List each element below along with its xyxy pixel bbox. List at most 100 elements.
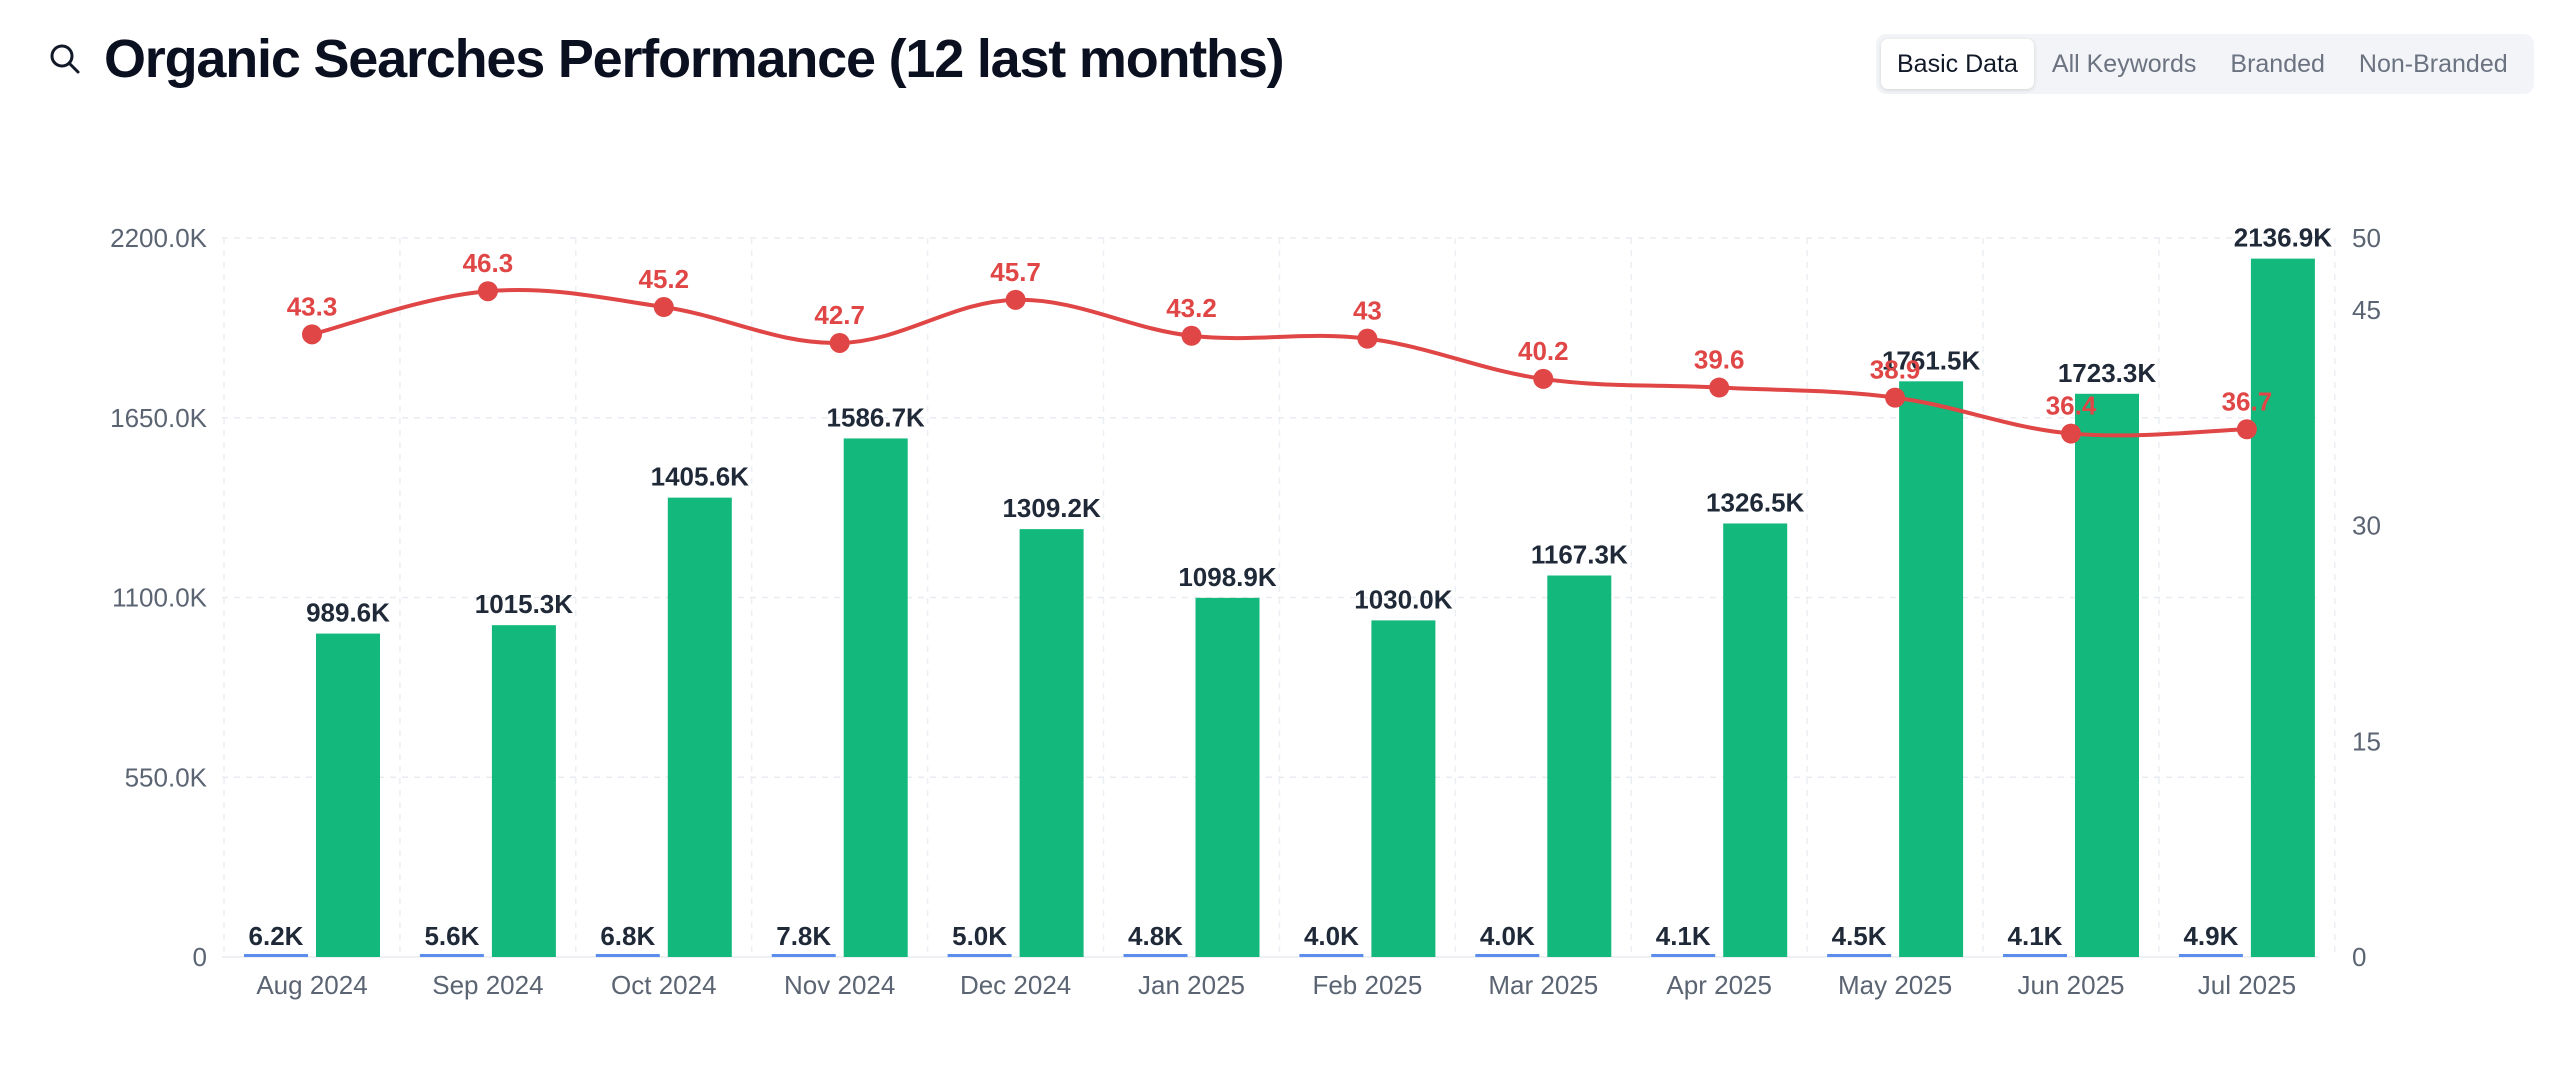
line-point xyxy=(302,324,322,345)
y-left-tick-label: 2200.0K xyxy=(110,223,208,253)
bar-primary xyxy=(667,497,732,957)
bar-secondary xyxy=(1651,954,1716,957)
line-point-label: 45.2 xyxy=(638,264,689,294)
view-tabs: Basic Data All Keywords Branded Non-Bran… xyxy=(1876,34,2534,94)
line-point xyxy=(1885,387,1906,408)
bar-secondary xyxy=(2003,954,2067,957)
line-point xyxy=(2236,419,2257,440)
line-point-label: 46.3 xyxy=(463,248,514,278)
x-tick-label: Aug 2024 xyxy=(256,970,367,1000)
bar-secondary-label: 6.8K xyxy=(600,921,655,951)
tab-non-branded[interactable]: Non-Branded xyxy=(2358,49,2508,78)
bar-secondary-label: 7.8K xyxy=(776,921,831,951)
bar-primary-label: 1030.0K xyxy=(1354,584,1453,614)
line-point-label: 45.7 xyxy=(990,257,1041,287)
bar-primary xyxy=(2075,393,2139,958)
bar-primary xyxy=(2250,258,2315,958)
bar-secondary-label: 4.8K xyxy=(1128,921,1183,951)
bar-primary-label: 1326.5K xyxy=(1706,487,1805,517)
line-point xyxy=(1533,368,1554,389)
line-point xyxy=(829,332,850,353)
x-tick-label: Nov 2024 xyxy=(784,970,895,1000)
bar-primary-label: 2136.9K xyxy=(2234,223,2333,253)
x-tick-label: Feb 2025 xyxy=(1312,970,1422,1000)
bar-primary xyxy=(1547,575,1612,957)
bar-secondary-label: 6.2K xyxy=(249,921,304,951)
x-tick-label: Apr 2025 xyxy=(1666,970,1772,1000)
line-point xyxy=(1005,289,1026,310)
line-point xyxy=(2061,423,2081,444)
bar-secondary-label: 5.0K xyxy=(952,921,1007,951)
y-right-tick-label: 0 xyxy=(2352,942,2366,972)
search-icon xyxy=(50,44,80,74)
bar-primary-label: 1098.9K xyxy=(1178,562,1277,592)
bar-secondary xyxy=(244,954,308,957)
bar-secondary xyxy=(2178,954,2243,957)
y-left-tick-label: 1100.0K xyxy=(112,583,208,613)
bar-secondary-label: 4.1K xyxy=(1656,921,1711,951)
bar-primary xyxy=(316,633,380,957)
bar-primary-label: 1586.7K xyxy=(827,402,926,432)
bar-secondary-label: 5.6K xyxy=(424,921,479,951)
y-right-tick-label: 30 xyxy=(2352,511,2381,541)
bar-secondary-label: 4.1K xyxy=(2008,921,2063,951)
bar-secondary xyxy=(1475,954,1540,957)
x-tick-label: Jul 2025 xyxy=(2198,970,2296,1000)
bar-secondary xyxy=(1123,954,1188,957)
line-point xyxy=(1709,377,1730,398)
bar-primary-label: 1015.3K xyxy=(475,589,574,619)
line-point-label: 43.3 xyxy=(287,291,338,321)
line-point xyxy=(1181,325,1202,346)
bar-secondary xyxy=(1827,954,1892,957)
y-right-tick-label: 15 xyxy=(2352,726,2381,756)
bar-primary-label: 1405.6K xyxy=(651,462,750,492)
bar-primary xyxy=(843,438,908,957)
bar-secondary-label: 4.5K xyxy=(1832,921,1887,951)
line-point-label: 40.2 xyxy=(1518,336,1569,366)
x-tick-label: May 2025 xyxy=(1838,970,1952,1000)
bar-secondary-label: 4.0K xyxy=(1480,921,1535,951)
bar-secondary xyxy=(947,954,1012,957)
line-point xyxy=(1357,328,1378,349)
x-tick-label: Jan 2025 xyxy=(1138,970,1245,1000)
bar-primary-label: 1167.3K xyxy=(1531,540,1628,570)
line-point-label: 39.6 xyxy=(1694,345,1745,375)
tab-branded[interactable]: Branded xyxy=(2230,49,2325,78)
x-tick-label: Dec 2024 xyxy=(960,970,1071,1000)
line-point-label: 43 xyxy=(1353,296,1382,326)
line-point-label: 43.2 xyxy=(1166,293,1217,323)
bar-primary-label: 1723.3K xyxy=(2058,358,2157,388)
bar-secondary xyxy=(771,954,836,957)
line-point-label: 38.9 xyxy=(1870,355,1921,385)
bar-secondary xyxy=(419,954,484,957)
bar-primary xyxy=(1899,381,1964,957)
header: Organic Searches Performance (12 last mo… xyxy=(48,28,1285,90)
line-point-label: 42.7 xyxy=(814,300,865,330)
bar-primary xyxy=(1371,620,1436,957)
y-left-tick-label: 1650.0K xyxy=(110,403,208,433)
x-tick-label: Sep 2024 xyxy=(432,970,543,1000)
line-series-path xyxy=(311,288,2247,438)
tab-all-keywords[interactable]: All Keywords xyxy=(2051,49,2197,78)
bar-secondary xyxy=(595,954,660,957)
y-right-tick-label: 50 xyxy=(2352,223,2381,253)
line-point-label: 36.7 xyxy=(2222,386,2273,416)
x-tick-label: Oct 2024 xyxy=(611,970,717,1000)
bar-primary xyxy=(1195,597,1260,957)
line-point-label: 36.4 xyxy=(2046,391,2097,421)
bar-primary-label: 989.6K xyxy=(306,598,390,628)
y-right-tick-label: 45 xyxy=(2352,295,2381,325)
bar-primary xyxy=(491,625,556,957)
x-tick-label: Jun 2025 xyxy=(2018,970,2125,1000)
bar-primary xyxy=(1019,529,1084,957)
bar-secondary xyxy=(1299,954,1364,957)
line-point xyxy=(653,297,674,318)
bar-primary xyxy=(1723,523,1788,957)
y-left-tick-label: 550.0K xyxy=(125,762,208,792)
bar-secondary-label: 4.0K xyxy=(1304,921,1359,951)
tab-basic-data[interactable]: Basic Data xyxy=(1881,39,2034,89)
bar-primary-label: 1761.5K xyxy=(1882,345,1981,375)
line-point xyxy=(477,281,498,302)
